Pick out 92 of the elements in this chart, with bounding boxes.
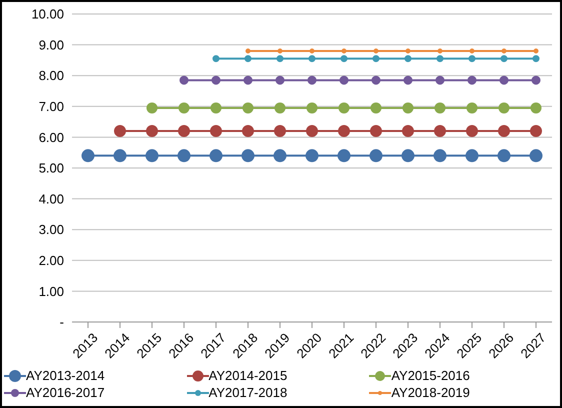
y-tick-label: - (60, 314, 64, 330)
point (534, 48, 538, 54)
point (530, 149, 542, 162)
point (436, 76, 444, 85)
point (402, 149, 414, 162)
y-tick-label: 1.00 (38, 284, 64, 299)
point (468, 55, 476, 62)
legend-label: AY2017-2018 (208, 385, 288, 400)
y-tick-label: 9.00 (38, 37, 64, 52)
point (180, 76, 188, 85)
point (434, 125, 446, 138)
point (114, 149, 126, 162)
point (372, 55, 380, 62)
point (436, 55, 444, 62)
point (210, 102, 222, 114)
point (438, 48, 442, 54)
point (276, 76, 284, 85)
point (244, 55, 252, 62)
point (340, 76, 348, 85)
point (308, 76, 316, 85)
point (146, 102, 158, 114)
point (498, 149, 510, 162)
point (308, 55, 316, 62)
legend-label: AY2015-2016 (391, 368, 470, 383)
point (274, 102, 286, 114)
point (306, 149, 318, 162)
point (402, 102, 414, 114)
point (470, 48, 474, 54)
point (178, 102, 190, 114)
point (498, 102, 510, 114)
point (500, 55, 508, 62)
point (404, 55, 412, 62)
point (466, 125, 478, 138)
point (274, 125, 286, 138)
point (338, 102, 350, 114)
point (530, 125, 542, 138)
point (500, 76, 508, 85)
y-tick-label: 3.00 (38, 222, 64, 238)
point (146, 125, 158, 138)
y-tick-label: 4.00 (38, 191, 64, 206)
point (502, 48, 506, 54)
point (466, 102, 478, 114)
y-tick-label: 8.00 (38, 68, 64, 84)
point (338, 125, 350, 138)
point (210, 125, 222, 138)
point (402, 125, 414, 138)
point (338, 149, 350, 162)
point (210, 149, 222, 162)
point (466, 149, 478, 162)
point (340, 55, 348, 62)
point (370, 102, 382, 114)
legend-label: AY2013-2014 (26, 368, 105, 383)
point (212, 55, 220, 62)
point (310, 48, 314, 54)
y-tick-label: 6.00 (38, 130, 64, 145)
point (244, 76, 252, 85)
point (434, 149, 446, 162)
point (306, 102, 318, 114)
point (212, 76, 220, 85)
point (498, 125, 510, 138)
y-tick-label: 5.00 (38, 160, 64, 176)
point (146, 149, 158, 162)
legend-label: AY2018-2019 (391, 385, 470, 400)
point (342, 48, 346, 54)
point (374, 48, 378, 54)
point (372, 76, 380, 85)
point (306, 125, 318, 138)
point (276, 55, 284, 62)
point (114, 125, 126, 138)
point (532, 76, 540, 85)
point (274, 149, 286, 162)
point (242, 149, 254, 162)
point (178, 125, 190, 138)
point (246, 48, 250, 54)
y-tick-label: 7.00 (38, 99, 64, 114)
legend-label: AY2016-2017 (26, 385, 105, 400)
point (434, 102, 446, 114)
point (370, 125, 382, 138)
point (278, 48, 282, 54)
point (404, 76, 412, 85)
point (532, 55, 540, 62)
point (530, 102, 542, 114)
y-tick-label: 2.00 (38, 253, 64, 268)
point (178, 149, 190, 162)
point (370, 149, 382, 162)
point (406, 48, 410, 54)
point (82, 149, 94, 162)
point (242, 102, 254, 114)
legend-label: AY2014-2015 (208, 368, 288, 383)
point (468, 76, 476, 85)
y-tick-label: 10.00 (31, 6, 64, 22)
point (242, 125, 254, 138)
